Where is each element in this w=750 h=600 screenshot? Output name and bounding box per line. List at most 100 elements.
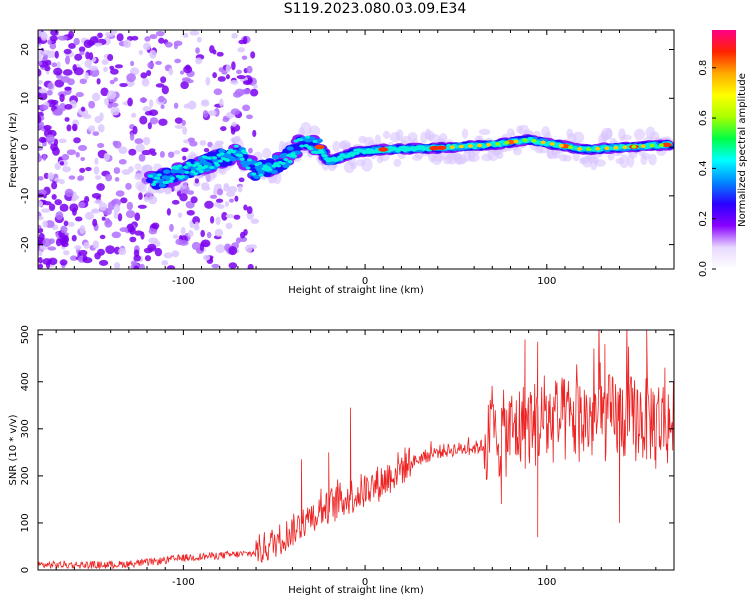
noise-blob [208,110,217,116]
noise-blob [228,246,238,256]
noise-blob [127,97,133,107]
peak-spot [495,142,501,146]
noise-blob [38,250,43,257]
noise-blob [187,190,195,195]
noise-blob [112,140,118,147]
ridge-blob [242,151,248,155]
ridge-blob [184,170,190,174]
noise-blob [126,223,135,233]
noise-blob [66,124,72,132]
y-tick-label: 100 [20,513,31,532]
noise-blob [128,148,137,156]
noise-blob [228,262,238,269]
noise-blob [38,263,44,269]
noise-blob [181,147,189,153]
noise-blob [230,79,239,85]
ridge-blob [299,144,305,148]
noise-blob [38,154,42,163]
noise-blob [214,228,224,237]
noise-blob [149,49,157,59]
noise-blob [79,225,86,234]
peak-spot [631,144,637,149]
noise-blob [215,198,224,203]
noise-blob [38,36,42,44]
noise-blob [38,115,42,124]
noise-blob [138,153,146,162]
noise-blob [43,124,52,131]
noise-blob [92,240,100,249]
halo-blob [382,130,391,139]
noise-blob [158,37,165,44]
halo-blob [134,163,142,170]
y-tick-label: 0 [20,144,31,150]
ridge-blob [312,139,318,144]
noise-blob [193,181,201,187]
noise-blob [215,216,221,226]
ridge-blob [280,161,286,165]
ridge-blob [193,172,199,176]
peak-spot [449,145,455,149]
peak-spot [613,145,619,150]
ridge-blob [308,147,314,151]
noise-blob [118,247,127,256]
noise-blob [250,218,260,224]
noise-blob [38,200,44,207]
colorbar-tick-label: 0.4 [698,160,709,176]
noise-blob [154,247,163,257]
noise-blob [189,30,200,36]
noise-blob [235,237,241,244]
noise-blob [204,200,214,209]
noise-blob [46,90,53,96]
ridge-blob [196,167,202,171]
noise-blob [38,61,43,66]
noise-blob [62,165,71,173]
peak-spot [622,145,628,150]
noise-blob [60,76,71,83]
noise-blob [237,185,243,193]
noise-blob [94,175,102,180]
noise-blob [73,137,81,144]
noise-blob [200,100,210,107]
noise-blob [82,257,93,264]
noise-blob [45,59,52,66]
noise-blob [189,140,198,147]
spectrogram-plot [38,30,674,269]
noise-blob [146,70,152,77]
ridge-blob [169,176,175,181]
peak-spot [314,144,325,150]
ridge-blob [272,154,280,160]
noise-blob [205,76,211,86]
noise-blob [64,117,70,122]
noise-blob [63,220,69,227]
noise-blob [129,132,135,141]
noise-blob [85,166,92,172]
noise-blob [84,59,92,68]
noise-blob [225,74,230,80]
noise-blob [173,150,181,155]
halo-blob [332,140,341,153]
noise-blob [228,198,234,203]
noise-blob [43,172,50,180]
noise-blob [231,32,238,39]
noise-blob [240,88,251,95]
ridge-blob [183,165,189,169]
noise-blob [101,59,109,66]
halo-blob [594,159,606,167]
ridge-blob [419,145,426,149]
noise-blob [243,204,248,211]
noise-blob [133,254,141,262]
noise-blob [65,55,71,65]
noise-blob [160,104,165,110]
noise-blob [234,195,239,202]
noise-blob [50,143,58,152]
halo-blob [537,146,550,154]
noise-blob [116,33,124,42]
noise-blob [114,64,124,69]
noise-blob [212,72,218,79]
noise-blob [88,100,96,109]
noise-blob [41,50,52,55]
noise-blob [88,52,94,61]
noise-blob [92,131,100,137]
noise-blob [58,178,65,185]
noise-blob [158,95,165,103]
